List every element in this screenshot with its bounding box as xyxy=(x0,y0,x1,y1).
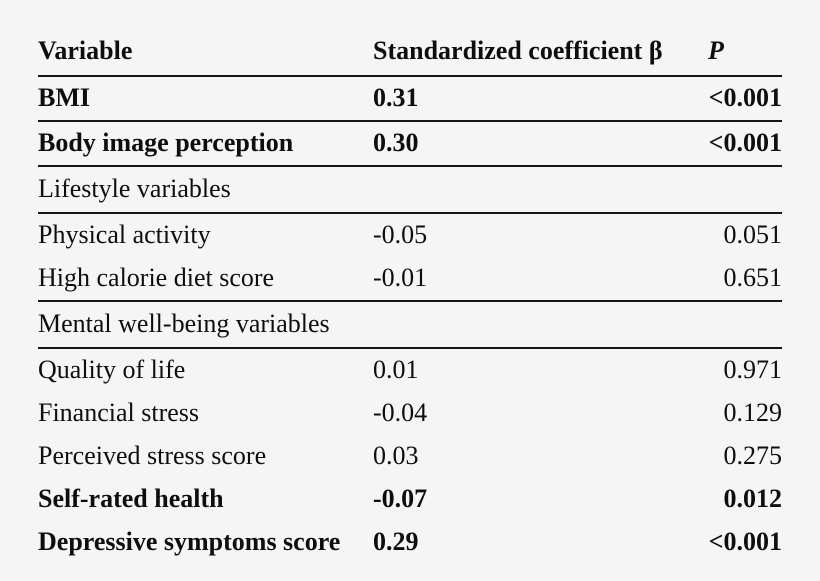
p-cell: 0.012 xyxy=(723,484,783,513)
variable-cell: BMI xyxy=(38,76,373,122)
table-header: Variable Standardized coefficient β P xyxy=(38,28,782,77)
table-row-perceived-stress-score: Perceived stress score 0.03 0.275 xyxy=(38,435,782,478)
beta-cell: -0.07 xyxy=(373,484,428,513)
variable-cell: Body image perception xyxy=(38,121,373,167)
section-label: Lifestyle variables xyxy=(38,166,782,214)
variable-cell: Self-rated health xyxy=(38,484,224,513)
table-row-high-calorie-diet-score: High calorie diet score -0.01 0.651 xyxy=(38,257,782,302)
table-row-physical-activity: Physical activity -0.05 0.051 xyxy=(38,213,782,257)
table-row-self-rated-health: Self-rated health -0.07 0.012 xyxy=(38,478,782,521)
p-cell: <0.001 xyxy=(708,527,782,556)
p-cell: 0.275 xyxy=(723,441,783,470)
beta-cell: 0.29 xyxy=(373,527,419,556)
column-header-p: P xyxy=(695,28,782,77)
table-row-quality-of-life: Quality of life 0.01 0.971 xyxy=(38,348,782,392)
beta-cell: 0.01 xyxy=(373,355,419,384)
section-label: Mental well-being variables xyxy=(38,301,782,349)
variable-cell: Depressive symptoms score xyxy=(38,527,341,556)
variable-cell: Physical activity xyxy=(38,220,211,249)
table-row-body-image-perception: Body image perception 0.30 <0.001 xyxy=(38,121,782,167)
regression-table: Variable Standardized coefficient β P BM… xyxy=(38,28,782,564)
beta-cell: -0.01 xyxy=(373,257,695,302)
beta-cell: 0.30 xyxy=(373,121,695,167)
table-row-bmi: BMI 0.31 <0.001 xyxy=(38,76,782,122)
variable-cell: Quality of life xyxy=(38,355,186,384)
beta-cell: 0.03 xyxy=(373,441,419,470)
header-row: Variable Standardized coefficient β P xyxy=(38,28,782,77)
p-cell: 0.129 xyxy=(723,398,783,427)
table-body: BMI 0.31 <0.001 Body image perception 0.… xyxy=(38,76,782,564)
table-row-financial-stress: Financial stress -0.04 0.129 xyxy=(38,392,782,435)
section-row-mental-well-being-variables: Mental well-being variables xyxy=(38,301,782,349)
column-header-beta: Standardized coefficient β xyxy=(373,28,695,77)
variable-cell: Financial stress xyxy=(38,398,200,427)
column-header-variable: Variable xyxy=(38,28,373,77)
beta-cell: -0.04 xyxy=(373,398,428,427)
p-cell: 0.651 xyxy=(695,257,782,302)
p-cell: <0.001 xyxy=(695,76,782,122)
regression-table-container: Variable Standardized coefficient β P BM… xyxy=(38,28,782,564)
beta-cell: -0.05 xyxy=(373,220,428,249)
p-cell: 0.051 xyxy=(723,220,783,249)
section-row-lifestyle-variables: Lifestyle variables xyxy=(38,166,782,214)
beta-cell: 0.31 xyxy=(373,76,695,122)
p-cell: <0.001 xyxy=(695,121,782,167)
variable-cell: High calorie diet score xyxy=(38,257,373,302)
variable-cell: Perceived stress score xyxy=(38,441,267,470)
p-cell: 0.971 xyxy=(723,355,783,384)
table-row-depressive-symptoms-score: Depressive symptoms score 0.29 <0.001 xyxy=(38,521,782,564)
